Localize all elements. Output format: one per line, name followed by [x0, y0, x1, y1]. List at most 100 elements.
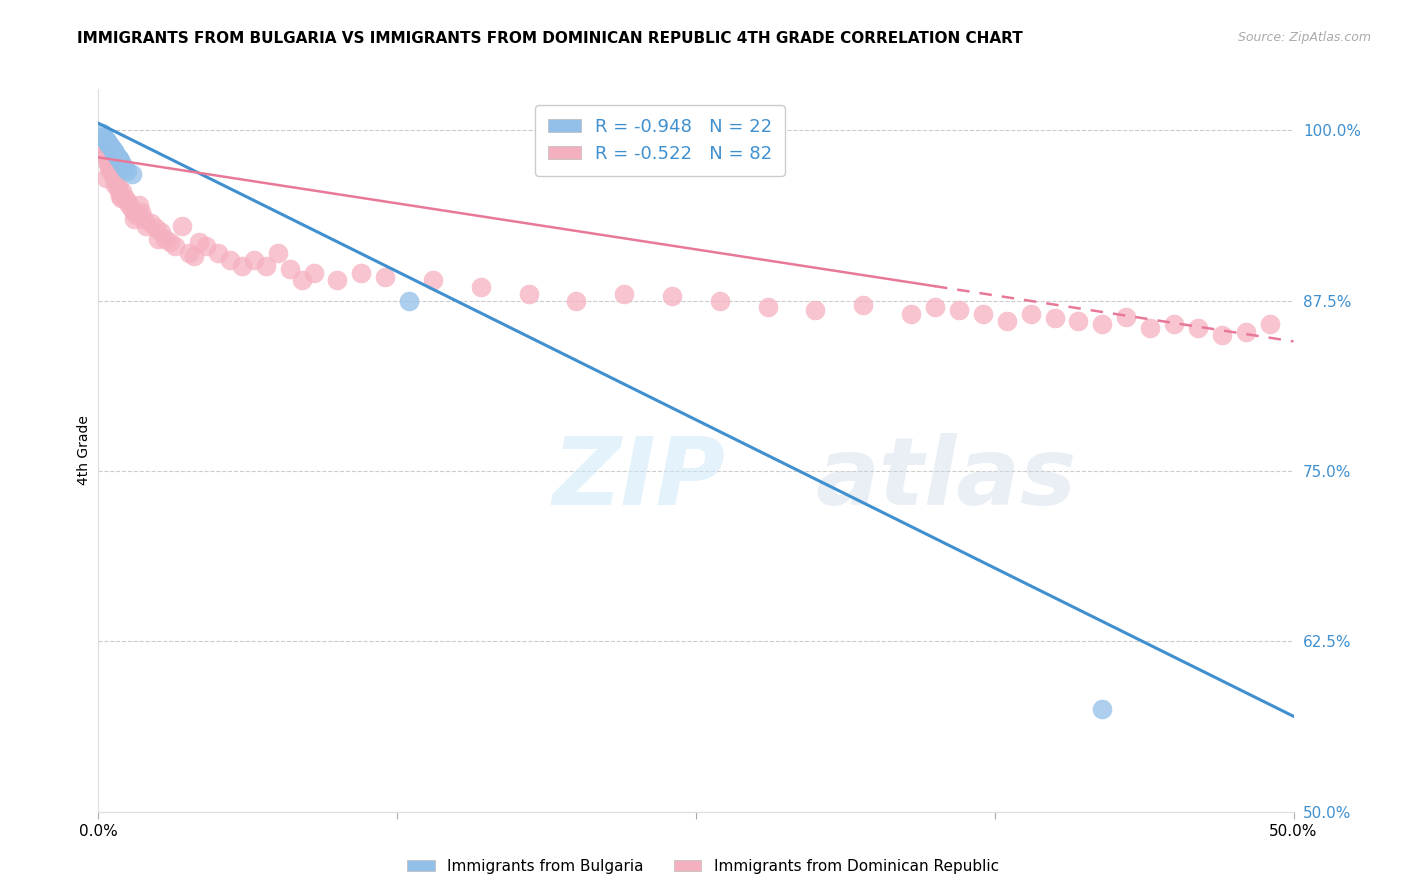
- Point: [148, 232, 170, 246]
- Point: [100, 141, 122, 155]
- Point: [219, 252, 242, 267]
- Point: [107, 152, 129, 166]
- Point: [1258, 317, 1281, 331]
- Point: [1067, 314, 1090, 328]
- Point: [924, 301, 946, 315]
- Point: [1091, 317, 1114, 331]
- Point: [97, 136, 120, 151]
- Point: [326, 273, 349, 287]
- Point: [110, 191, 132, 205]
- Point: [114, 191, 136, 205]
- Point: [104, 178, 127, 192]
- Point: [231, 260, 253, 274]
- Point: [948, 303, 970, 318]
- Point: [98, 160, 121, 174]
- Point: [1115, 310, 1137, 324]
- Point: [149, 225, 172, 239]
- Point: [187, 235, 209, 249]
- Point: [91, 126, 114, 140]
- Point: [1211, 327, 1233, 342]
- Legend: Immigrants from Bulgaria, Immigrants from Dominican Republic: Immigrants from Bulgaria, Immigrants fro…: [401, 853, 1005, 880]
- Point: [111, 185, 134, 199]
- Point: [852, 297, 875, 311]
- Point: [278, 262, 301, 277]
- Point: [517, 286, 540, 301]
- Point: [1091, 702, 1114, 716]
- Point: [163, 239, 186, 253]
- Point: [1163, 317, 1185, 331]
- Point: [90, 136, 112, 151]
- Text: Source: ZipAtlas.com: Source: ZipAtlas.com: [1237, 31, 1371, 45]
- Point: [111, 157, 134, 171]
- Point: [145, 221, 167, 235]
- Point: [128, 198, 150, 212]
- Point: [1234, 325, 1257, 339]
- Point: [108, 188, 131, 202]
- Point: [98, 136, 121, 151]
- Point: [94, 133, 117, 147]
- Point: [108, 153, 131, 167]
- Point: [756, 301, 779, 315]
- Point: [139, 216, 162, 230]
- Point: [107, 180, 129, 194]
- Point: [291, 273, 314, 287]
- Point: [101, 144, 124, 158]
- Point: [207, 245, 229, 260]
- Point: [613, 286, 636, 301]
- Point: [124, 211, 146, 226]
- Point: [103, 144, 125, 158]
- Point: [105, 173, 128, 187]
- Point: [995, 314, 1018, 328]
- Point: [115, 164, 138, 178]
- Point: [93, 147, 115, 161]
- Point: [374, 270, 396, 285]
- Point: [121, 202, 143, 216]
- Point: [93, 129, 115, 144]
- Point: [179, 245, 201, 260]
- Point: [267, 245, 290, 260]
- Point: [114, 161, 136, 176]
- Point: [91, 129, 114, 144]
- Point: [131, 205, 153, 219]
- Point: [132, 211, 155, 226]
- Point: [422, 273, 444, 287]
- Point: [91, 139, 114, 153]
- Point: [118, 198, 141, 212]
- Y-axis label: 4th Grade: 4th Grade: [77, 416, 91, 485]
- Point: [195, 239, 218, 253]
- Point: [350, 266, 373, 280]
- Point: [254, 260, 277, 274]
- Point: [98, 139, 122, 153]
- Point: [159, 235, 181, 249]
- Point: [104, 146, 127, 161]
- Point: [96, 153, 118, 167]
- Point: [94, 170, 117, 185]
- Point: [565, 293, 588, 308]
- Point: [302, 266, 325, 280]
- Text: IMMIGRANTS FROM BULGARIA VS IMMIGRANTS FROM DOMINICAN REPUBLIC 4TH GRADE CORRELA: IMMIGRANTS FROM BULGARIA VS IMMIGRANTS F…: [77, 31, 1024, 46]
- Point: [98, 164, 122, 178]
- Point: [105, 147, 128, 161]
- Point: [972, 307, 994, 321]
- Point: [124, 205, 146, 219]
- Point: [398, 293, 420, 308]
- Point: [709, 293, 731, 308]
- Point: [91, 144, 114, 158]
- Legend: R = -0.948   N = 22, R = -0.522   N = 82: R = -0.948 N = 22, R = -0.522 N = 82: [536, 105, 785, 176]
- Point: [121, 167, 143, 181]
- Point: [172, 219, 194, 233]
- Point: [470, 280, 492, 294]
- Point: [183, 248, 205, 262]
- Point: [155, 232, 177, 246]
- Point: [1019, 307, 1042, 321]
- Point: [115, 194, 138, 208]
- Point: [125, 208, 148, 222]
- Point: [107, 185, 129, 199]
- Point: [97, 157, 120, 171]
- Point: [1043, 311, 1066, 326]
- Point: [98, 157, 122, 171]
- Point: [804, 303, 827, 318]
- Text: atlas: atlas: [815, 434, 1077, 525]
- Point: [900, 307, 922, 321]
- Text: ZIP: ZIP: [553, 434, 725, 525]
